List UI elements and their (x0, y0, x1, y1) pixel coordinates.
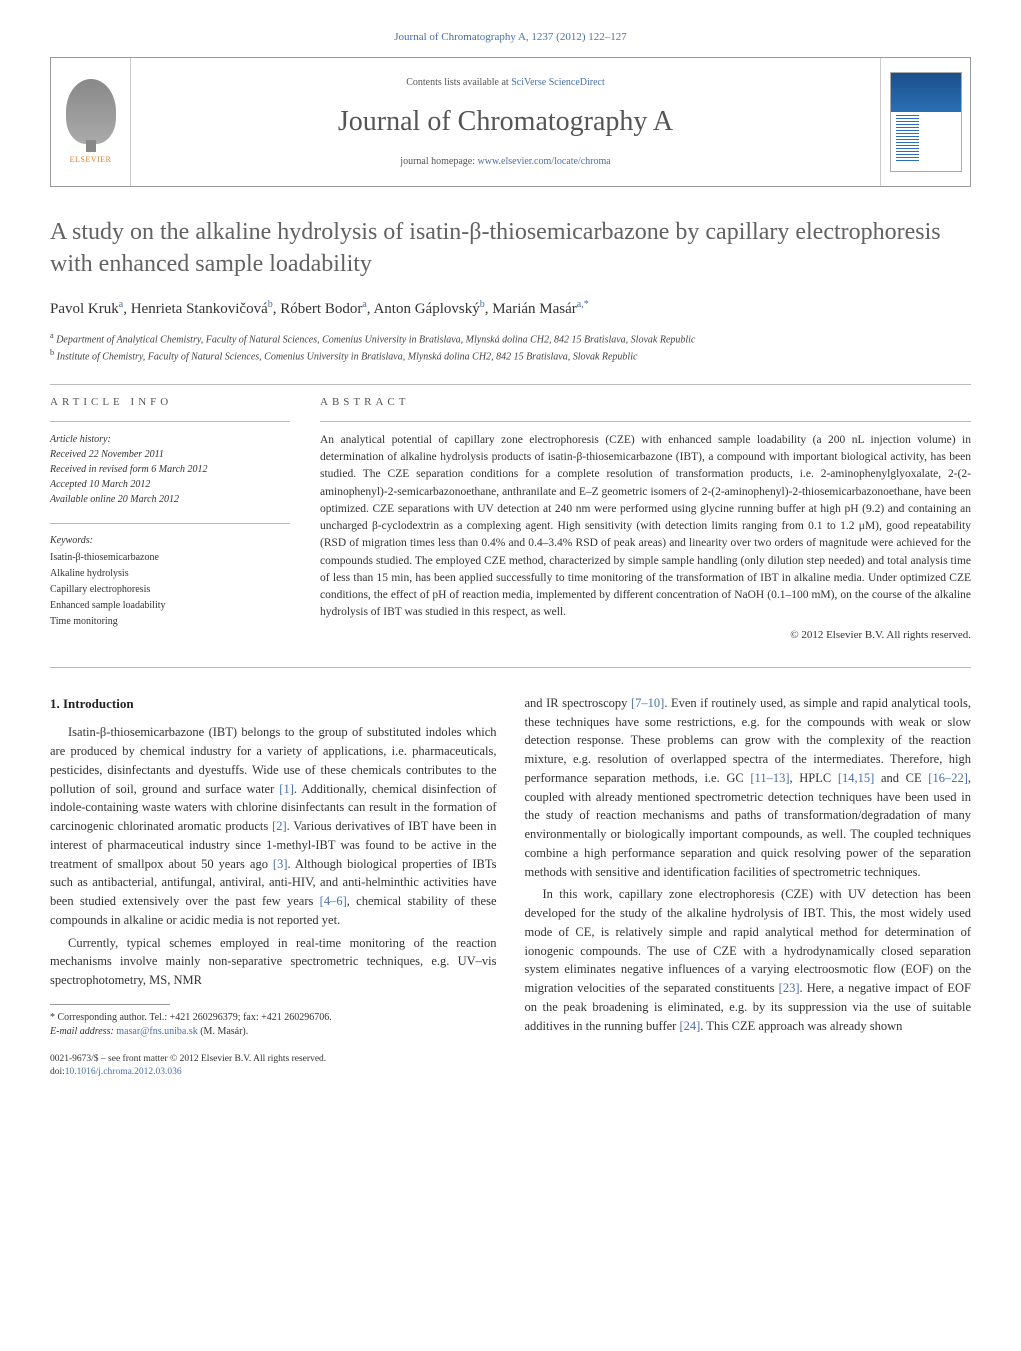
affiliations: a Department of Analytical Chemistry, Fa… (50, 330, 971, 365)
divider (50, 421, 290, 422)
keyword: Time monitoring (50, 614, 290, 630)
divider (50, 384, 971, 385)
authors-line: Pavol Kruka, Henrieta Stankovičováb, Rób… (50, 298, 971, 320)
doi-line: doi:10.1016/j.chroma.2012.03.036 (50, 1066, 497, 1079)
article-title: A study on the alkaline hydrolysis of is… (50, 217, 971, 279)
history-received: Received 22 November 2011 (50, 447, 290, 462)
history-accepted: Accepted 10 March 2012 (50, 477, 290, 492)
sciencedirect-link[interactable]: SciVerse ScienceDirect (511, 77, 605, 88)
copyright-line: © 2012 Elsevier B.V. All rights reserved… (320, 628, 971, 643)
body-paragraph: Currently, typical schemes employed in r… (50, 934, 497, 990)
keyword: Alkaline hydrolysis (50, 566, 290, 582)
citation-link[interactable]: [3] (273, 857, 288, 871)
elsevier-tree-icon (66, 79, 116, 144)
author: Róbert Bodor (280, 301, 362, 317)
email-label: E-mail address: (50, 1026, 116, 1037)
affil-ref: a (119, 299, 123, 310)
body-paragraph: Isatin-β-thiosemicarbazone (IBT) belongs… (50, 723, 497, 929)
journal-header: ELSEVIER Contents lists available at Sci… (50, 57, 971, 187)
journal-cover-icon (890, 72, 962, 172)
article-info-heading: article info (50, 395, 290, 410)
divider (50, 667, 971, 668)
left-column-footer: * Corresponding author. Tel.: +421 26029… (50, 1004, 497, 1080)
issn-doi-footer: 0021-9673/$ – see front matter © 2012 El… (50, 1053, 497, 1080)
corresponding-author-footnote: * Corresponding author. Tel.: +421 26029… (50, 1011, 497, 1039)
citation-link[interactable]: [16–22] (928, 771, 968, 785)
footnote-email-line: E-mail address: masar@fns.uniba.sk (M. M… (50, 1025, 497, 1039)
citation-link[interactable]: [4–6] (320, 894, 347, 908)
author: Pavol Kruk (50, 301, 119, 317)
footnote-contact: * Corresponding author. Tel.: +421 26029… (50, 1011, 497, 1025)
body-paragraph: and IR spectroscopy [7–10]. Even if rout… (525, 694, 972, 882)
email-link[interactable]: masar@fns.uniba.sk (116, 1026, 197, 1037)
abstract-column: abstract An analytical potential of capi… (320, 395, 971, 643)
footnote-divider (50, 1004, 170, 1005)
affiliation-a: a Department of Analytical Chemistry, Fa… (50, 330, 971, 347)
affiliation-b: b Institute of Chemistry, Faculty of Nat… (50, 347, 971, 364)
journal-reference: Journal of Chromatography A, 1237 (2012)… (50, 30, 971, 45)
issn-line: 0021-9673/$ – see front matter © 2012 El… (50, 1053, 497, 1066)
homepage-prefix: journal homepage: (400, 156, 477, 167)
cover-thumbnail-cell (880, 58, 970, 186)
keyword: Enhanced sample loadability (50, 598, 290, 614)
author: Marián Masár (492, 301, 577, 317)
citation-link[interactable]: [11–13] (750, 771, 789, 785)
citation-link[interactable]: [7–10] (631, 696, 664, 710)
body-two-column: 1. Introduction Isatin-β-thiosemicarbazo… (50, 694, 971, 1080)
article-history: Article history: Received 22 November 20… (50, 432, 290, 507)
keywords-list: Isatin-β-thiosemicarbazone Alkaline hydr… (50, 550, 290, 630)
contents-available-line: Contents lists available at SciVerse Sci… (406, 76, 605, 90)
citation-link[interactable]: [24] (679, 1019, 700, 1033)
publisher-logo-cell: ELSEVIER (51, 58, 131, 186)
doi-link[interactable]: 10.1016/j.chroma.2012.03.036 (65, 1067, 182, 1077)
citation-link[interactable]: [14,15] (838, 771, 874, 785)
header-center: Contents lists available at SciVerse Sci… (131, 58, 880, 186)
divider (320, 421, 971, 422)
email-suffix: (M. Masár). (198, 1026, 249, 1037)
history-revised: Received in revised form 6 March 2012 (50, 462, 290, 477)
article-info-column: article info Article history: Received 2… (50, 395, 290, 643)
history-label: Article history: (50, 432, 290, 447)
journal-title: Journal of Chromatography A (338, 102, 673, 141)
page: Journal of Chromatography A, 1237 (2012)… (0, 0, 1021, 1120)
author: Anton Gáplovský (373, 301, 479, 317)
keywords-label: Keywords: (50, 534, 290, 548)
abstract-text: An analytical potential of capillary zon… (320, 432, 971, 622)
section-heading: 1. Introduction (50, 694, 497, 714)
affil-ref: b (480, 299, 485, 310)
homepage-line: journal homepage: www.elsevier.com/locat… (400, 155, 610, 169)
divider (50, 523, 290, 524)
affil-ref: a,* (577, 299, 589, 310)
contents-prefix: Contents lists available at (406, 77, 511, 88)
citation-link[interactable]: [1] (279, 782, 294, 796)
history-online: Available online 20 March 2012 (50, 492, 290, 507)
elsevier-label: ELSEVIER (70, 154, 112, 165)
abstract-heading: abstract (320, 395, 971, 410)
citation-link[interactable]: [2] (272, 819, 287, 833)
homepage-link[interactable]: www.elsevier.com/locate/chroma (478, 156, 611, 167)
affil-ref: a (362, 299, 366, 310)
info-abstract-row: article info Article history: Received 2… (50, 395, 971, 643)
body-paragraph: In this work, capillary zone electrophor… (525, 885, 972, 1035)
citation-link[interactable]: [23] (779, 981, 800, 995)
affil-ref: b (268, 299, 273, 310)
keyword: Capillary electrophoresis (50, 582, 290, 598)
author: Henrieta Stankovičová (131, 301, 268, 317)
keyword: Isatin-β-thiosemicarbazone (50, 550, 290, 566)
